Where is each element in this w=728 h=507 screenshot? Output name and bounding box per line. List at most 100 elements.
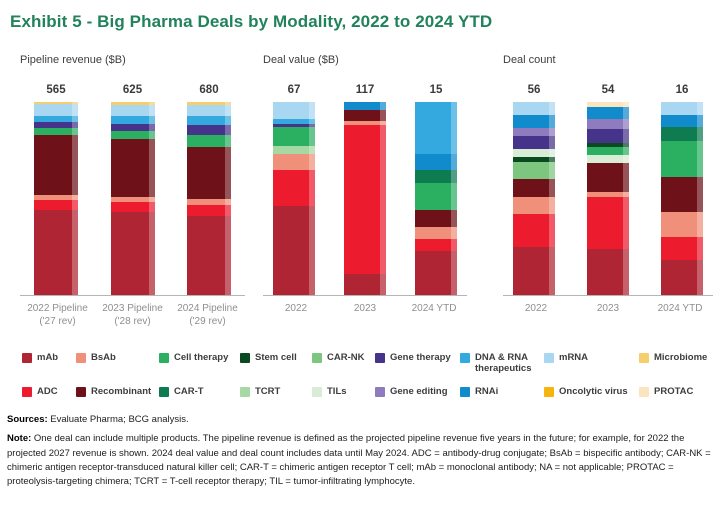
page-title: Exhibit 5 - Big Pharma Deals by Modality… xyxy=(10,12,493,31)
x-axis-label: 2023 xyxy=(575,302,641,315)
chart-title-pipeline-revenue: Pipeline revenue ($B) xyxy=(20,54,126,66)
legend-swatch-bsab-icon xyxy=(76,353,86,363)
legend-label: CAR-NK xyxy=(327,352,365,363)
bar-segment-rnai xyxy=(344,102,386,110)
legend-item-adc: ADC xyxy=(22,386,76,397)
legend-item-car-t: CAR-T xyxy=(159,386,240,397)
bar-segment-mab xyxy=(587,248,629,295)
bar-column: 565 xyxy=(20,84,92,295)
bar-segment-gene-editing xyxy=(513,128,555,136)
bar-total-label: 16 xyxy=(675,84,689,96)
stacked-bar xyxy=(587,101,629,295)
bar-segment-gene-therapy xyxy=(513,135,555,150)
stacked-bar xyxy=(513,101,555,295)
x-axis-label-line: 2022 xyxy=(284,303,308,314)
sources-label: Sources: xyxy=(7,414,48,426)
bar-segment-recombinant xyxy=(587,162,629,192)
bar-segment-gene-therapy xyxy=(110,124,155,131)
legend-swatch-microbiome-icon xyxy=(639,353,649,363)
legend-item-cell-therapy: Cell therapy xyxy=(159,352,240,375)
legend-swatch-car-nk-icon xyxy=(312,353,322,363)
chart-title-deal-value: Deal value ($B) xyxy=(263,54,339,66)
legend-swatch-tils-icon xyxy=(312,386,322,397)
bar-segment-recombinant xyxy=(415,210,457,228)
footer: Sources: Evaluate Pharma; BCG analysis. … xyxy=(7,413,720,489)
x-axis-label-line: 2022 Pipeline xyxy=(27,303,88,314)
legend: mAb BsAb Cell therapy Stem cell CAR-NK Gene t… xyxy=(22,352,724,397)
bar-segment-bsab xyxy=(661,212,703,238)
x-axis-label-line: 2023 xyxy=(596,303,620,314)
legend-item-recombinant: Recombinant xyxy=(76,386,159,397)
legend-swatch-mrna-icon xyxy=(544,353,554,363)
bar-segment-protac xyxy=(587,101,629,107)
bar-segment-gene-therapy xyxy=(587,129,629,143)
bar-segment-stem-cell xyxy=(587,142,629,148)
x-axis-line xyxy=(263,295,467,296)
x-axis-labels: 2022 Pipeline ('27 rev) 2023 Pipeline ('28 … xyxy=(20,302,245,328)
legend-item-rnai: RNAi xyxy=(460,386,544,397)
legend-item-stem-cell: Stem cell xyxy=(240,352,312,375)
bar-segment-mab xyxy=(344,273,386,295)
bar-segment-bsab xyxy=(187,199,231,206)
bar-segment-bsab xyxy=(587,191,629,197)
stacked-bar xyxy=(661,102,703,295)
bar-segment-mrna xyxy=(187,104,231,117)
bar-segment-adc xyxy=(187,205,231,216)
bar-segment-dna-rna-therapeutics xyxy=(187,116,231,126)
chart-title-deal-count: Deal count xyxy=(503,54,556,66)
legend-item-bsab: BsAb xyxy=(76,352,159,375)
x-axis-label-line: 2024 YTD xyxy=(411,303,457,314)
legend-label: TCRT xyxy=(255,385,281,397)
bar-segment-cell-therapy xyxy=(34,128,78,135)
chart-deal-count: Deal count 56 54 16 2022 2023 2024 YTD xyxy=(503,54,713,328)
legend-label: Stem cell xyxy=(255,352,297,363)
stacked-bar xyxy=(110,102,155,295)
legend-item-tils: TILs xyxy=(312,386,375,397)
bar-segment-adc xyxy=(34,200,78,211)
x-axis-label: 2024 YTD xyxy=(401,302,467,315)
legend-swatch-mab-icon xyxy=(22,353,32,363)
bar-total-label: 56 xyxy=(527,84,541,96)
bar-segment-dna-rna-therapeutics xyxy=(415,102,457,155)
bar-segment-rnai xyxy=(587,106,629,120)
bar-segment-mab xyxy=(110,212,155,295)
x-axis-label: 2022 Pipeline ('27 rev) xyxy=(20,302,95,328)
x-axis-label: 2022 xyxy=(503,302,569,315)
bar-segment-mab xyxy=(661,260,703,295)
bar-segment-microbiome xyxy=(110,102,155,105)
legend-label: Cell therapy xyxy=(174,352,229,363)
legend-swatch-tcrt-icon xyxy=(240,386,250,397)
legend-label: Oncolytic virus xyxy=(559,385,628,397)
bar-segment-adc xyxy=(344,125,386,274)
bar-column: 16 xyxy=(651,84,713,295)
legend-item-gene-therapy: Gene therapy xyxy=(375,352,460,375)
note-text: One deal can include multiple products. … xyxy=(7,433,711,488)
bar-total-label: 680 xyxy=(199,84,219,96)
legend-label: Gene therapy xyxy=(390,352,451,363)
bar-segment-mrna xyxy=(661,102,703,115)
legend-swatch-cell-therapy-icon xyxy=(159,353,169,363)
x-axis-label: 2023 xyxy=(332,302,398,315)
bar-segment-mab xyxy=(415,250,457,295)
x-axis-label-line: 2024 YTD xyxy=(657,303,703,314)
bars-row: 565 625 680 xyxy=(20,84,245,295)
x-axis-line xyxy=(20,295,245,296)
bar-segment-gene-therapy xyxy=(187,125,231,135)
bar-segment-car-t xyxy=(661,127,703,141)
bar-segment-mrna xyxy=(34,103,78,116)
legend-item-protac: PROTAC xyxy=(639,386,724,397)
bar-column: 15 xyxy=(405,84,467,295)
legend-item-tcrt: TCRT xyxy=(240,386,312,397)
sources-text: Evaluate Pharma; BCG analysis. xyxy=(47,414,189,426)
legend-swatch-oncolytic-virus-icon xyxy=(544,386,554,397)
note-label: Note: xyxy=(7,433,32,445)
bar-segment-bsab xyxy=(513,196,555,214)
bar-segment-recombinant xyxy=(513,179,555,197)
bar-segment-mab xyxy=(187,215,231,295)
legend-label: mAb xyxy=(37,352,59,363)
legend-swatch-adc-icon xyxy=(22,386,32,397)
x-axis-label-line: 2024 Pipeline xyxy=(177,303,238,314)
bars-row: 67 117 15 xyxy=(263,84,467,295)
legend-label: Gene editing xyxy=(390,385,448,397)
